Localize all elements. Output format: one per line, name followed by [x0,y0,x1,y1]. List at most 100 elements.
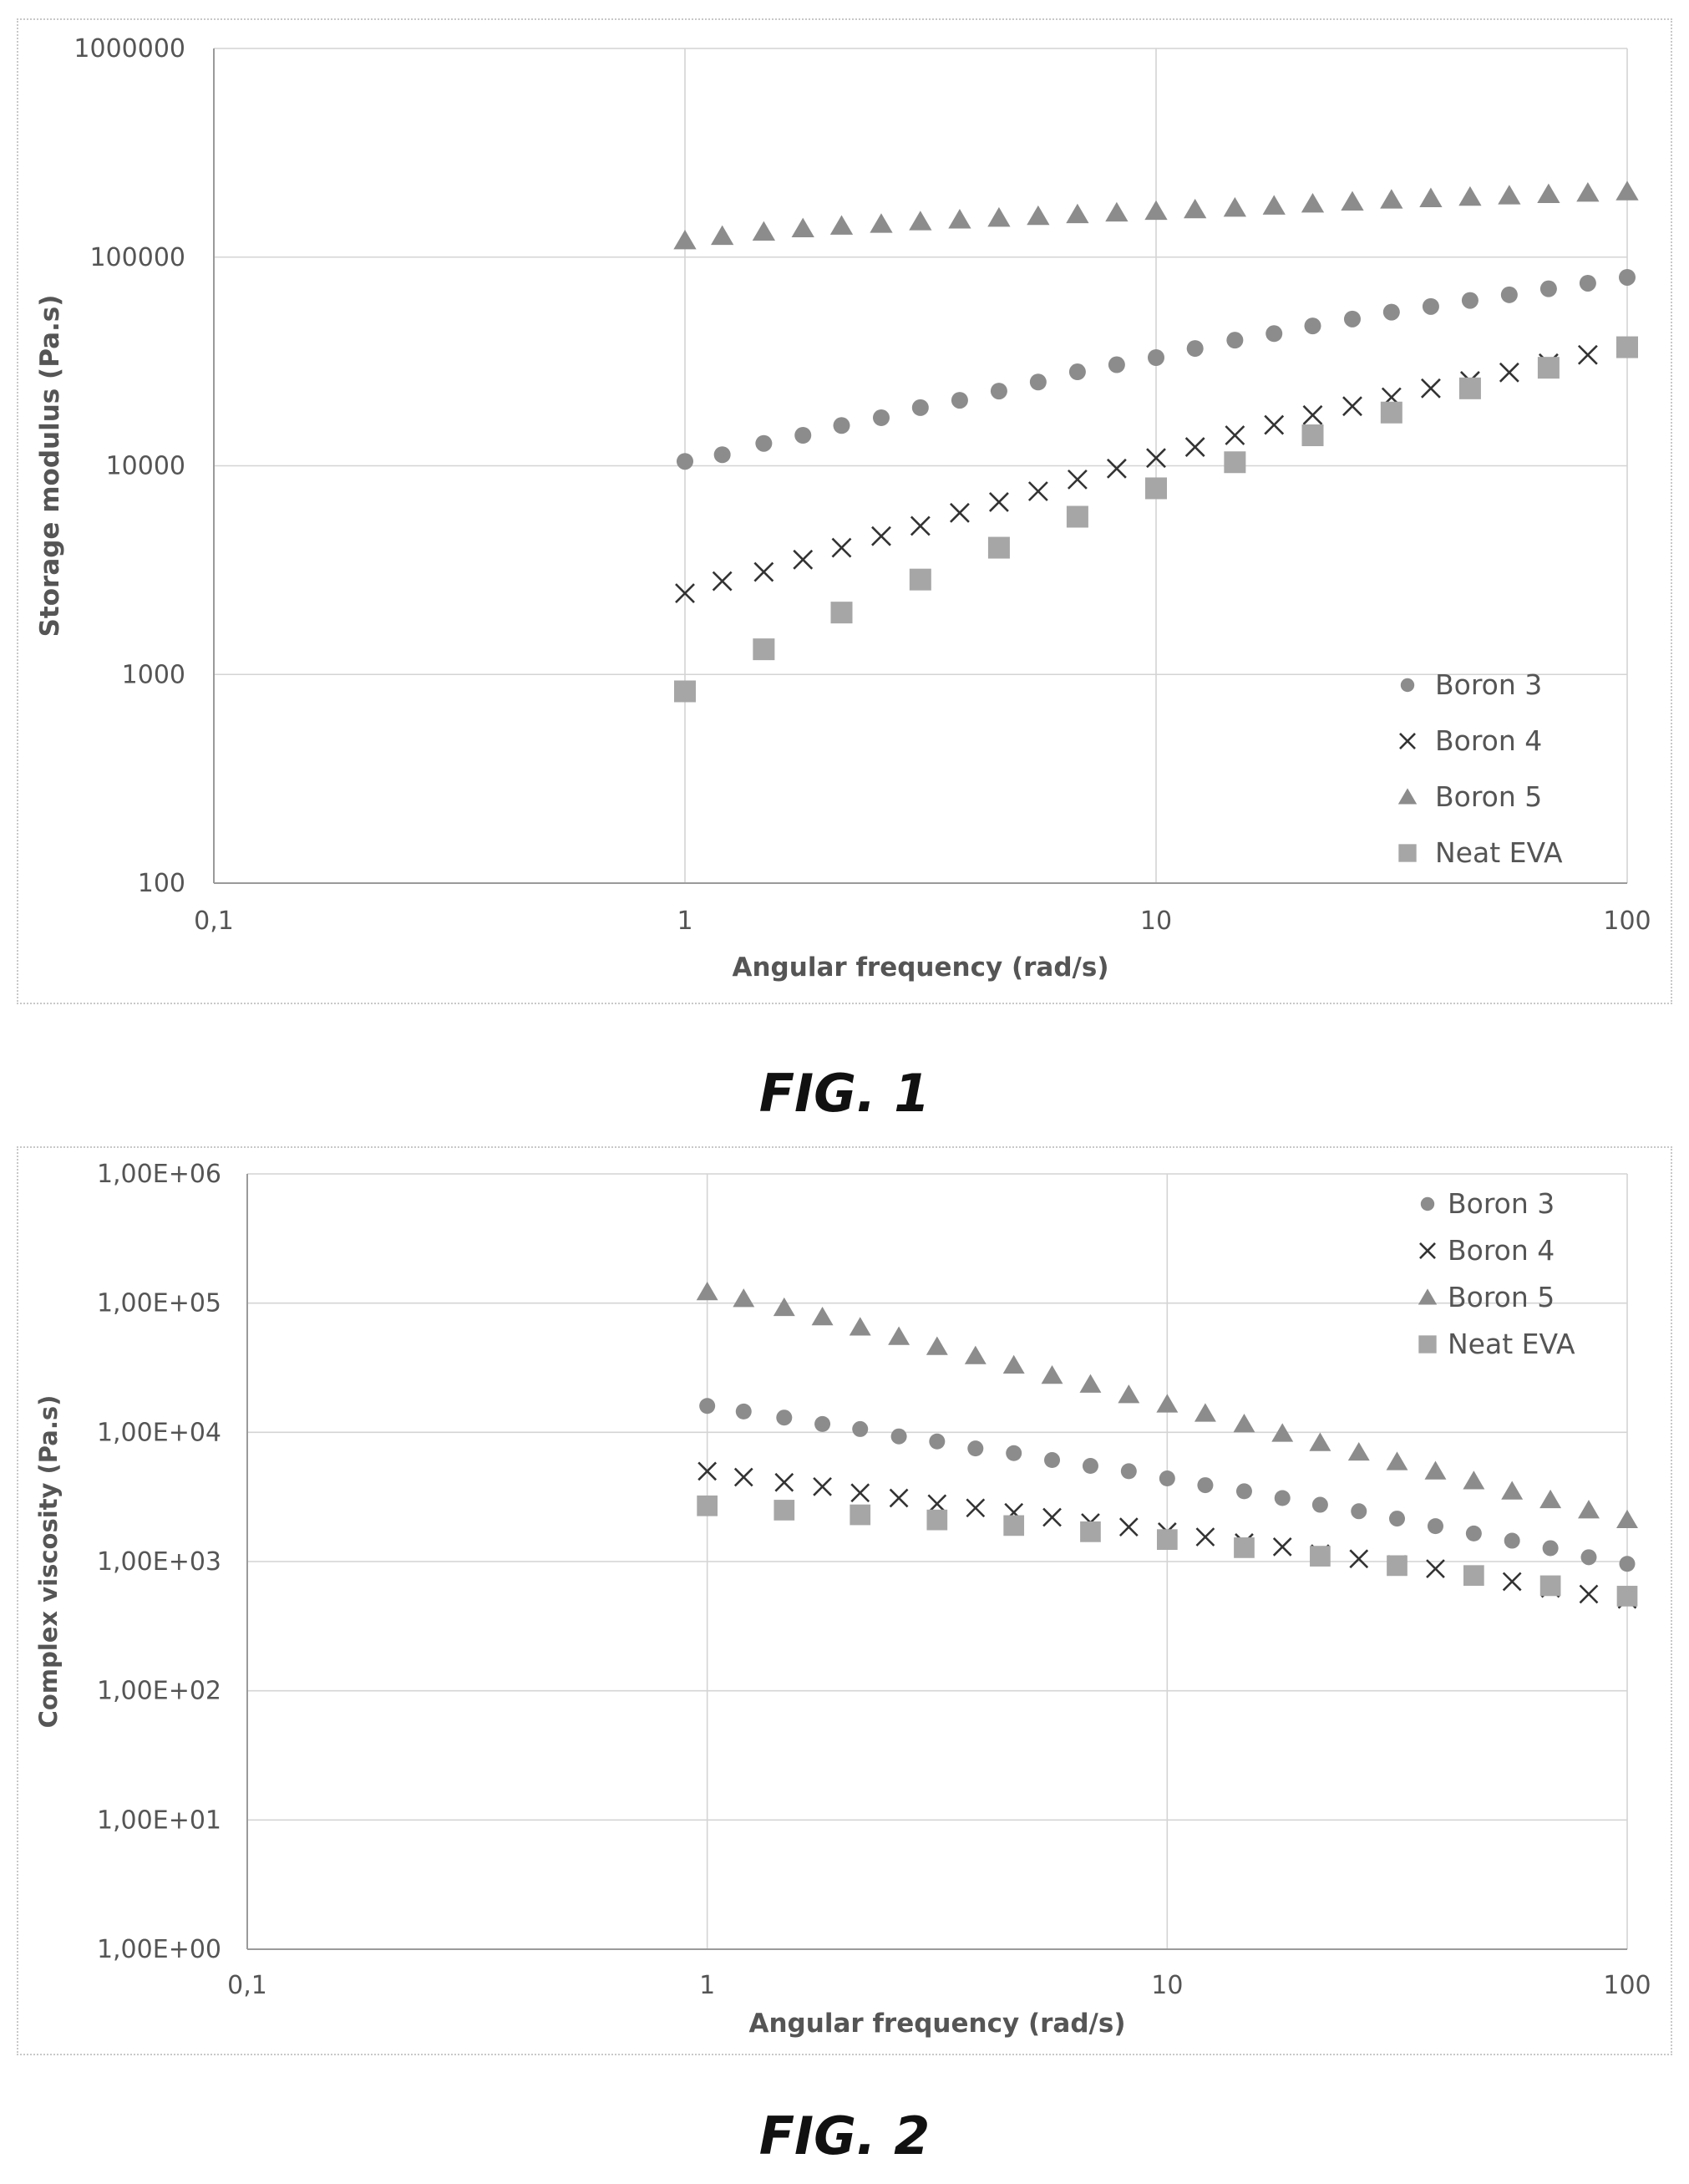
legend-label: Boron 4 [1435,724,1542,757]
data-point [1068,363,1086,381]
x-tick-label: 0,1 [227,1971,267,2000]
data-point [850,1483,870,1503]
data-point [1006,1445,1022,1461]
legend-marker [1400,678,1415,693]
legend-marker [1397,788,1418,805]
data-point [1341,190,1364,211]
data-point [909,211,932,231]
data-point [967,1440,984,1457]
legend-label: Boron 3 [1435,668,1542,701]
data-point [1233,1414,1255,1433]
data-point [1616,1509,1638,1529]
data-point [1272,1537,1292,1557]
data-point [1080,1521,1101,1542]
data-point [673,229,697,250]
data-point [1105,201,1129,222]
data-point [696,1281,718,1301]
data-point [753,561,774,582]
data-point-stroke-b [733,1467,753,1487]
data-point [1042,1507,1062,1527]
data-point [1301,192,1325,213]
data-point [1387,1555,1408,1577]
data-point [1118,1517,1139,1537]
data-point [1342,396,1362,417]
x-tick-label: 0,1 [194,907,234,936]
data-point [1304,317,1321,335]
data-point [1616,336,1638,358]
data-point [1419,187,1443,207]
data-point [675,583,695,603]
data-point [1351,1503,1367,1520]
data-point [735,1403,752,1420]
data-point [927,1494,947,1514]
data-point [1002,1354,1025,1374]
data-point [677,453,693,470]
chart-fig2: 1,00E+00 1,00E+01 1,00E+02 1,00E+03 1,00E+04… [34,1160,1651,2039]
data-point-stroke-b [1042,1507,1062,1527]
data-point-stroke-b [712,571,733,592]
data-point [1225,425,1245,445]
data-point [733,1288,755,1308]
data-point [831,537,852,558]
x-tick-label: 100 [1603,907,1651,936]
chart-panel-fig2 [17,1146,1672,2055]
data-point [1537,183,1560,203]
data-point [755,434,773,452]
data-point-stroke-b [988,492,1009,512]
data-point [791,217,814,238]
data-point [1349,1549,1369,1569]
data-point [1120,1463,1137,1480]
data-point [1235,1483,1252,1500]
data-point-stroke-b [950,502,970,523]
legend-label: Boron 3 [1448,1187,1555,1220]
data-point [1580,1549,1597,1566]
data-point [1421,378,1441,399]
data-point [1066,203,1089,224]
y-tick-label: 1,00E+04 [97,1418,221,1447]
legend-label: Boron 5 [1448,1281,1555,1313]
data-point-stroke-b [1577,344,1598,365]
data-point [1106,458,1127,479]
data-point-stroke-b [1349,1549,1369,1569]
data-point [872,409,890,426]
data-point [697,1495,718,1516]
data-point [1458,185,1482,206]
data-point [987,206,1011,227]
series-boron-4 [675,344,1598,603]
legend-marker [1420,1196,1435,1211]
data-point-stroke-b [1342,396,1362,417]
data-point-stroke-b [813,1476,832,1496]
data-point [1079,1374,1102,1393]
data-point-stroke-b [889,1488,909,1508]
data-point [1311,1496,1328,1513]
data-point [1386,1451,1408,1470]
data-point [1197,1477,1214,1494]
legend-marker [1418,1288,1438,1305]
data-point-stroke-b [1106,458,1127,479]
data-point [870,213,893,233]
data-point [1302,404,1323,425]
legend-marker [1398,844,1417,862]
data-point [1577,344,1598,365]
data-point [1427,1518,1443,1535]
data-point [951,392,968,409]
x-axis-title: Angular frequency (rad/s) [733,952,1109,983]
data-point [1539,1489,1562,1509]
data-point [910,516,931,536]
data-point-stroke-b [966,1498,986,1518]
data-point [1301,424,1324,447]
data-point [773,1297,795,1317]
data-point [1194,1403,1216,1422]
data-point [1347,1441,1370,1461]
data-point [814,1415,831,1432]
data-point-stroke-b [774,1472,794,1492]
data-point [1502,1572,1522,1592]
data-point [733,1467,753,1487]
data-point [712,571,733,592]
legend: Boron 3 Boron 4 Boron 5 Neat EVA [1418,1187,1575,1360]
data-point-stroke-b [871,526,891,546]
data-point [1003,1515,1025,1536]
data-point [889,1488,909,1508]
legend-label: Neat EVA [1435,836,1563,869]
data-point [1465,1525,1482,1541]
